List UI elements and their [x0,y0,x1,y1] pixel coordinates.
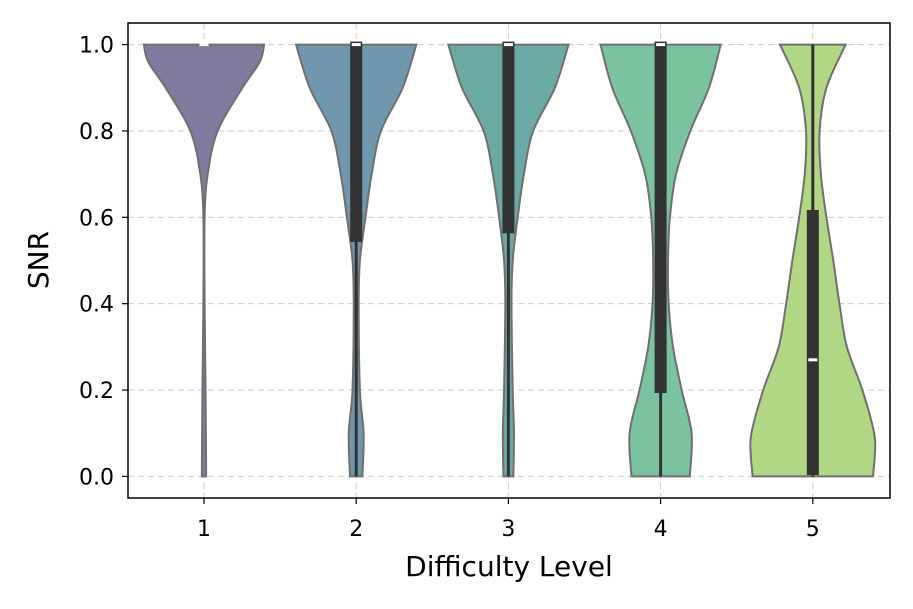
x-tick-label: 5 [806,517,820,542]
violins-layer [142,41,877,478]
violin-box-2 [350,41,363,242]
ticks-layer: 0.0 0.2 0.4 0.6 0.8 1.0 1 2 3 4 5 [79,34,820,542]
y-tick-label: 1.0 [79,34,114,59]
violin-body-1 [142,43,266,478]
y-tick-label: 0.6 [79,206,114,231]
x-tick-label: 2 [349,517,363,542]
y-tick-label: 0.8 [79,120,114,145]
x-tick-label: 4 [654,517,668,542]
y-tick-label: 0.0 [79,465,114,490]
x-tick-label: 1 [197,517,211,542]
violin-box-4 [654,41,667,394]
violin-box-3 [502,41,515,234]
x-axis-label: Difficulty Level [405,550,613,583]
violin-box-5 [806,210,819,476]
y-tick-label: 0.4 [79,293,114,318]
y-tick-label: 0.2 [79,379,114,404]
y-axis-label: SNR [22,231,55,289]
x-tick-label: 3 [501,517,515,542]
